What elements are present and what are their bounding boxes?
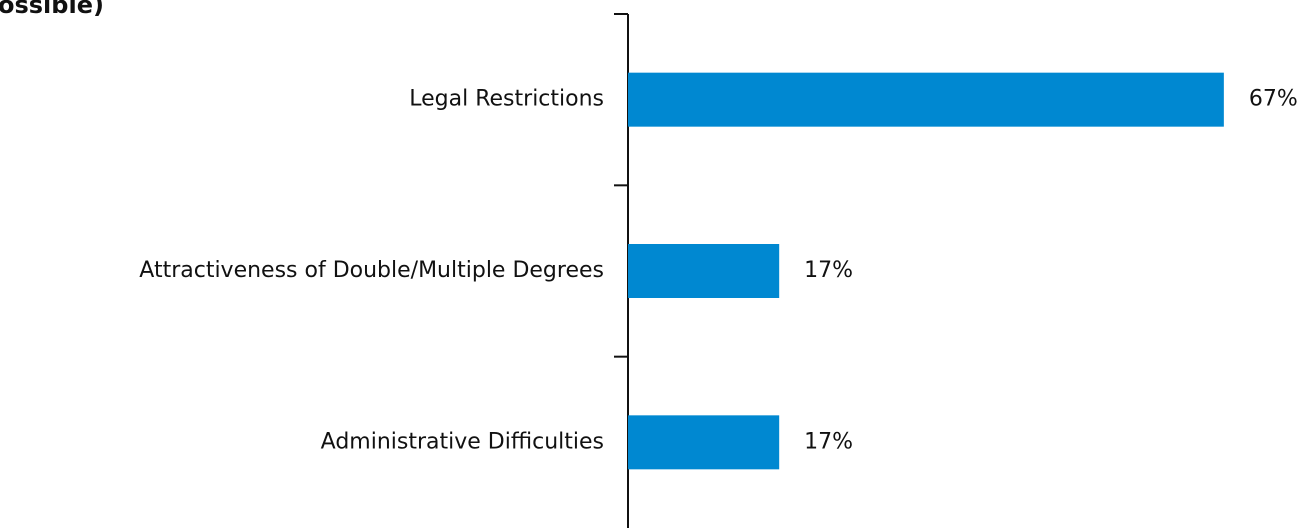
value-label: 67%	[1249, 87, 1298, 112]
bar	[628, 244, 780, 298]
value-label: 17%	[804, 258, 853, 283]
bar	[628, 72, 1224, 127]
category-label: Attractiveness of Double/Multiple Degree…	[139, 258, 604, 283]
chart-title: ossible)	[0, 0, 104, 19]
value-label: 17%	[804, 429, 853, 454]
bar	[628, 415, 780, 470]
category-label: Administrative Difficulties	[321, 429, 604, 454]
category-label: Legal Restrictions	[409, 87, 604, 112]
